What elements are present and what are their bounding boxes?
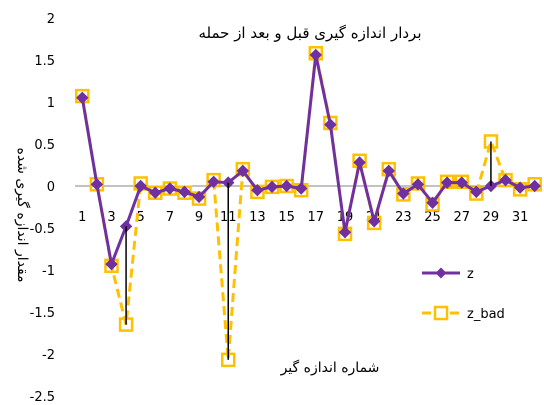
series-line-z xyxy=(80,54,535,270)
z-marker xyxy=(470,185,483,199)
x-tick-label: 9 xyxy=(195,210,203,225)
legend-z-label: z xyxy=(467,267,474,282)
y-tick-label: -2.5 xyxy=(30,390,55,405)
y-axis-tick-labels: 2 1.5 1 0.5 0 -0.5 -1 -1.5 -2 -2.5 xyxy=(30,12,55,405)
z-marker xyxy=(192,190,206,204)
x-tick-label: 15 xyxy=(278,210,295,225)
x-tick-label: 29 xyxy=(483,210,500,225)
legend-z-bad-label: z_bad xyxy=(467,307,505,322)
z-marker xyxy=(353,156,366,169)
z-marker xyxy=(105,257,118,271)
y-axis-label: مقدار اندازه گیری شده xyxy=(14,147,31,282)
y-tick-label: -0.5 xyxy=(30,222,55,237)
z-marker xyxy=(397,187,410,200)
x-tick-label: 3 xyxy=(107,210,115,225)
z-marker xyxy=(528,179,541,193)
z-marker xyxy=(455,176,468,189)
z-marker xyxy=(178,185,191,199)
attack-markers xyxy=(125,141,492,360)
y-tick-label: 1.5 xyxy=(34,54,55,69)
x-tick-label: 31 xyxy=(512,210,529,225)
z-marker xyxy=(513,181,527,194)
z-marker xyxy=(440,176,454,189)
z-marker xyxy=(236,164,250,178)
z-marker xyxy=(338,225,352,239)
z-marker xyxy=(426,196,439,210)
legend-z-bad-marker xyxy=(433,305,449,321)
y-tick-label: -1 xyxy=(42,264,55,279)
z-marker xyxy=(134,179,147,193)
x-tick-label: 1 xyxy=(78,210,86,225)
y-tick-label: 0.5 xyxy=(34,138,55,153)
z-marker xyxy=(309,48,323,62)
y-tick-label: -1.5 xyxy=(30,306,55,321)
z-marker xyxy=(382,164,395,178)
legend: z z_bad xyxy=(422,267,505,322)
z-marker xyxy=(207,175,220,189)
y-tick-label: 2 xyxy=(47,12,55,27)
z-marker xyxy=(411,178,425,191)
z-marker xyxy=(367,215,381,228)
y-tick-label: -2 xyxy=(42,348,55,363)
z-marker xyxy=(163,182,177,195)
x-axis-tick-labels: 135791113151719212325272931 xyxy=(78,210,528,225)
z-marker xyxy=(499,173,512,187)
x-tick-label: 23 xyxy=(395,210,412,225)
y-tick-label: 1 xyxy=(47,96,55,111)
x-axis-label: شماره اندازه گیر xyxy=(280,359,380,376)
z-marker xyxy=(265,180,279,194)
z-marker xyxy=(76,91,89,105)
y-tick-label: 0 xyxy=(47,180,55,195)
series-layer xyxy=(75,46,542,368)
legend-z-marker xyxy=(435,267,447,279)
z-marker xyxy=(324,118,337,131)
z-marker xyxy=(149,186,162,199)
x-tick-label: 27 xyxy=(453,210,470,225)
x-tick-label: 7 xyxy=(166,210,174,225)
z-marker xyxy=(294,182,308,195)
x-tick-label: 13 xyxy=(249,210,266,225)
x-tick-label: 17 xyxy=(308,210,325,225)
x-tick-label: 25 xyxy=(424,210,441,225)
z-marker xyxy=(280,179,293,193)
x-tick-label: 5 xyxy=(137,210,145,225)
z-marker xyxy=(90,178,104,191)
chart-title: بردار اندازه گیری قبل و بعد از حمله xyxy=(198,24,421,42)
z-marker xyxy=(251,183,264,197)
